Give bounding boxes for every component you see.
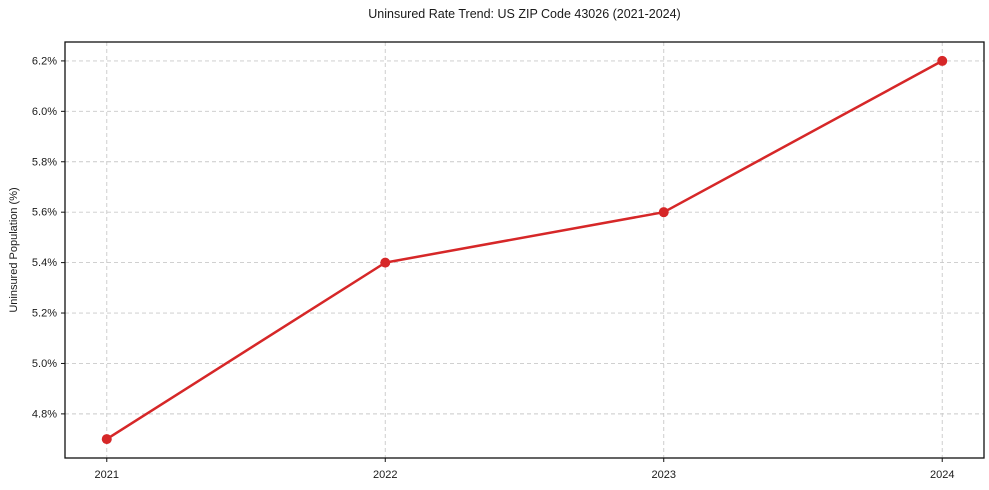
y-tick-label: 5.4% [32,257,57,269]
y-tick-label: 5.6% [32,207,57,219]
x-tick-label: 2021 [95,469,119,481]
data-point-marker [658,207,669,218]
y-tick-label: 5.8% [32,156,57,168]
y-tick-label: 5.0% [32,358,57,370]
y-tick-label: 5.2% [32,308,57,320]
chart-title: Uninsured Rate Trend: US ZIP Code 43026 … [368,7,681,21]
data-point-marker [101,434,112,445]
x-tick-label: 2023 [652,469,676,481]
x-tick-label: 2024 [930,469,954,481]
y-tick-label: 4.8% [32,408,57,420]
plot-frame [64,41,985,459]
y-tick-label: 6.2% [32,55,57,67]
data-point-marker [380,257,391,268]
trend-line [105,59,944,441]
x-tick-label: 2022 [373,469,397,481]
data-point-marker [937,55,948,66]
y-tick-label: 6.0% [32,106,57,118]
